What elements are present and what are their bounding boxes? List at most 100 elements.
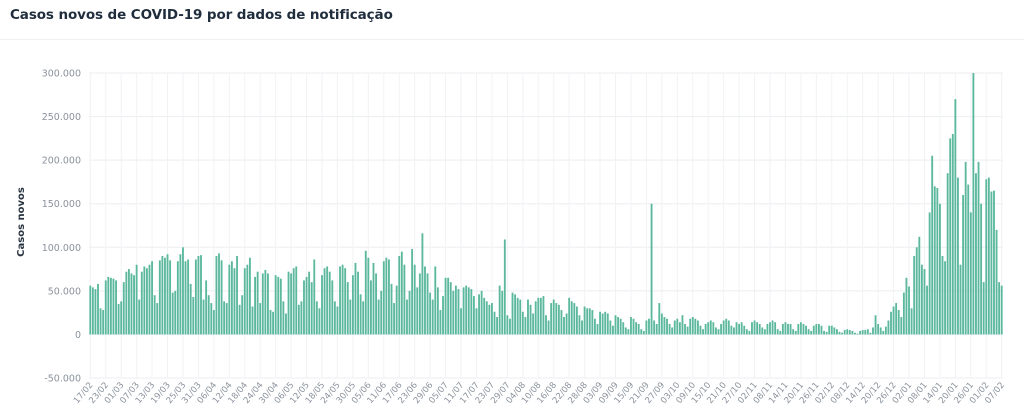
bar[interactable] [426, 273, 429, 335]
bar[interactable] [962, 195, 965, 335]
bar[interactable] [133, 275, 135, 335]
bar[interactable] [990, 191, 993, 335]
bar[interactable] [879, 327, 882, 335]
bar[interactable] [696, 320, 699, 335]
bar[interactable] [854, 332, 856, 335]
bar[interactable] [578, 315, 581, 335]
bar[interactable] [982, 282, 985, 335]
bar[interactable] [89, 285, 92, 335]
bar[interactable] [938, 203, 941, 335]
bar[interactable] [547, 320, 550, 335]
bar[interactable] [859, 330, 862, 335]
bar[interactable] [514, 294, 517, 335]
bar[interactable] [908, 286, 910, 335]
bar[interactable] [135, 264, 138, 335]
bar[interactable] [506, 315, 509, 335]
bar[interactable] [799, 322, 802, 335]
bar[interactable] [202, 299, 205, 335]
bar[interactable] [269, 310, 272, 335]
bar[interactable] [148, 264, 151, 335]
bar[interactable] [761, 327, 764, 335]
bar[interactable] [748, 330, 751, 335]
bar[interactable] [944, 261, 946, 335]
bar[interactable] [712, 322, 715, 335]
bar[interactable] [313, 259, 316, 335]
bar[interactable] [503, 239, 506, 335]
bar[interactable] [104, 280, 107, 335]
bar[interactable] [550, 303, 553, 335]
bar[interactable] [454, 285, 457, 335]
bar[interactable] [264, 269, 267, 335]
bar[interactable] [539, 297, 542, 335]
bar[interactable] [521, 311, 524, 335]
bar[interactable] [686, 326, 689, 335]
bar[interactable] [874, 315, 877, 335]
bar[interactable] [308, 271, 311, 335]
bar[interactable] [153, 295, 156, 335]
bar[interactable] [385, 257, 388, 335]
bar[interactable] [998, 282, 1001, 335]
bar[interactable] [416, 287, 419, 335]
bar[interactable] [328, 271, 331, 335]
bar[interactable] [529, 304, 532, 335]
bar[interactable] [519, 299, 522, 335]
bar[interactable] [848, 330, 851, 335]
bar[interactable] [895, 303, 898, 335]
bar[interactable] [418, 273, 421, 335]
bar[interactable] [403, 264, 406, 335]
bar[interactable] [421, 233, 424, 335]
bar[interactable] [581, 320, 583, 335]
bar[interactable] [305, 276, 308, 335]
bar[interactable] [833, 327, 836, 335]
bar[interactable] [467, 287, 470, 335]
bar[interactable] [94, 289, 97, 335]
bar[interactable] [668, 323, 671, 335]
bar[interactable] [828, 325, 831, 335]
bar[interactable] [127, 269, 130, 335]
bar[interactable] [413, 264, 416, 335]
bar[interactable] [447, 277, 450, 335]
bar[interactable] [915, 247, 918, 335]
bar[interactable] [552, 299, 555, 335]
bar[interactable] [243, 268, 246, 335]
bar[interactable] [887, 320, 890, 335]
bar[interactable] [197, 256, 200, 335]
bar[interactable] [913, 256, 916, 335]
bar[interactable] [637, 323, 640, 335]
bar[interactable] [604, 311, 607, 335]
bar[interactable] [812, 325, 815, 335]
bar[interactable] [869, 332, 872, 335]
bar[interactable] [830, 325, 833, 335]
bar[interactable] [174, 290, 177, 335]
bar[interactable] [864, 330, 867, 335]
bar[interactable] [969, 212, 972, 335]
bar[interactable] [297, 304, 300, 335]
bar[interactable] [920, 264, 923, 335]
bar[interactable] [588, 308, 591, 335]
bar[interactable] [400, 251, 403, 335]
bar[interactable] [151, 261, 153, 335]
bar[interactable] [478, 294, 480, 335]
bar[interactable] [632, 318, 635, 335]
bar[interactable] [457, 289, 460, 335]
bar[interactable] [841, 332, 844, 335]
bar[interactable] [542, 296, 545, 335]
bar[interactable] [707, 322, 710, 335]
bar[interactable] [215, 256, 218, 335]
bar[interactable] [130, 273, 133, 335]
bar[interactable] [892, 306, 895, 335]
bar[interactable] [738, 323, 741, 335]
bar[interactable] [161, 256, 164, 335]
bar[interactable] [949, 138, 952, 335]
bar[interactable] [362, 301, 365, 335]
bar[interactable] [351, 275, 354, 335]
bar[interactable] [189, 283, 192, 335]
bar[interactable] [655, 323, 658, 335]
bar[interactable] [259, 303, 262, 335]
bar[interactable] [488, 304, 491, 335]
bar[interactable] [573, 303, 576, 335]
bar[interactable] [557, 304, 560, 335]
bar[interactable] [570, 301, 573, 335]
bar[interactable] [359, 294, 362, 335]
bar[interactable] [606, 313, 609, 335]
